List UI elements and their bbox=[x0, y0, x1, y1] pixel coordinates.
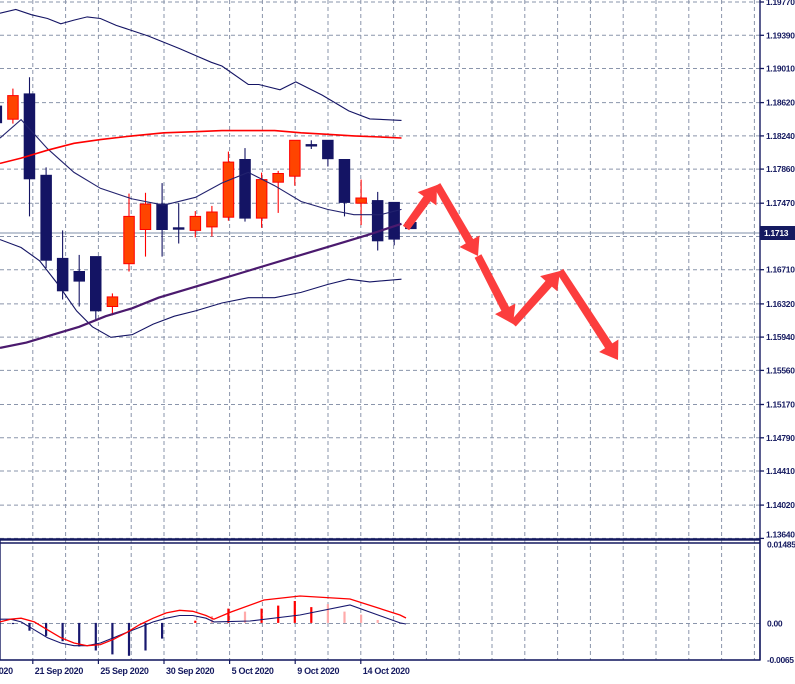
svg-text:1.17860: 1.17860 bbox=[766, 164, 795, 174]
svg-text:1.19010: 1.19010 bbox=[766, 64, 795, 74]
svg-text:1.14790: 1.14790 bbox=[766, 433, 795, 443]
svg-text:1.19770: 1.19770 bbox=[766, 0, 795, 7]
svg-text:1.1713: 1.1713 bbox=[764, 228, 789, 238]
svg-text:1.16320: 1.16320 bbox=[766, 299, 795, 309]
svg-text:1.19390: 1.19390 bbox=[766, 30, 795, 40]
svg-text:14 Oct 2020: 14 Oct 2020 bbox=[363, 666, 410, 676]
svg-text:1.15560: 1.15560 bbox=[766, 365, 795, 375]
svg-text:5 Oct 2020: 5 Oct 2020 bbox=[232, 666, 274, 676]
svg-text:1.13640: 1.13640 bbox=[766, 529, 795, 539]
svg-text:1.15170: 1.15170 bbox=[766, 400, 795, 410]
svg-text:1.18240: 1.18240 bbox=[766, 131, 795, 141]
svg-text:1.18620: 1.18620 bbox=[766, 98, 795, 108]
svg-text:9 Oct 2020: 9 Oct 2020 bbox=[297, 666, 339, 676]
svg-text:1.14020: 1.14020 bbox=[766, 500, 795, 510]
svg-text:1.15940: 1.15940 bbox=[766, 332, 795, 342]
svg-text:25 Sep 2020: 25 Sep 2020 bbox=[100, 666, 149, 676]
svg-text:1.17470: 1.17470 bbox=[766, 198, 795, 208]
svg-text:30 Sep 2020: 30 Sep 2020 bbox=[166, 666, 215, 676]
svg-text:2020: 2020 bbox=[0, 666, 13, 676]
svg-text:1.16710: 1.16710 bbox=[766, 265, 795, 275]
svg-text:0.00: 0.00 bbox=[767, 619, 783, 629]
svg-text:1.14410: 1.14410 bbox=[766, 466, 795, 476]
svg-text:-0.0065: -0.0065 bbox=[767, 655, 794, 665]
svg-text:21 Sep 2020: 21 Sep 2020 bbox=[35, 666, 84, 676]
